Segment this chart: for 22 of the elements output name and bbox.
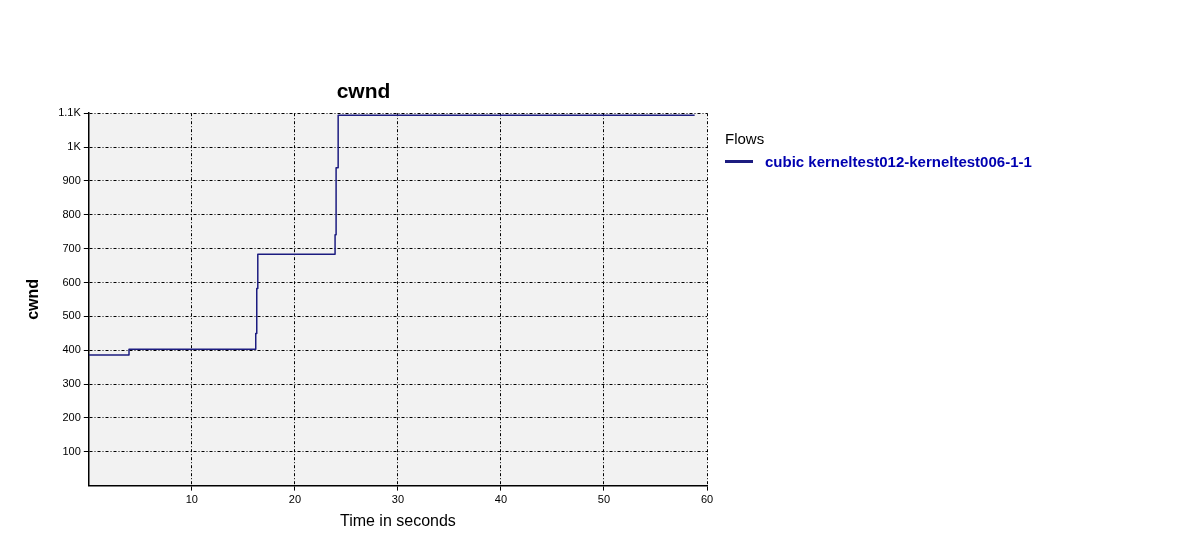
x-axis-title: Time in seconds bbox=[339, 511, 456, 529]
legend-title: Flows bbox=[725, 130, 766, 147]
y-tick-label: 900 bbox=[62, 173, 81, 186]
y-tick-label: 700 bbox=[62, 241, 81, 254]
x-tick-label: 30 bbox=[391, 493, 405, 506]
x-tick-label: 20 bbox=[288, 493, 302, 506]
legend-label: cubic kerneltest012-kerneltest006-1-1 bbox=[765, 153, 1032, 170]
y-axis-title: cwnd bbox=[24, 278, 42, 320]
chart-title: cwnd bbox=[336, 79, 391, 103]
y-tick-label: 500 bbox=[62, 309, 81, 322]
y-tick-label: 600 bbox=[62, 275, 81, 288]
x-tick-label: 60 bbox=[700, 493, 714, 506]
y-tick-label: 1K bbox=[67, 140, 82, 153]
x-tick-label: 50 bbox=[597, 493, 611, 506]
y-tick-label: 400 bbox=[62, 343, 81, 356]
y-tick-label: 300 bbox=[62, 377, 81, 390]
x-tick-label: 40 bbox=[494, 493, 508, 506]
y-tick-label: 1.1K bbox=[58, 106, 82, 119]
x-tick-label: 10 bbox=[185, 493, 198, 506]
y-tick-label: 800 bbox=[62, 207, 81, 220]
y-tick-label: 100 bbox=[62, 444, 81, 457]
y-tick-label: 200 bbox=[62, 410, 81, 423]
